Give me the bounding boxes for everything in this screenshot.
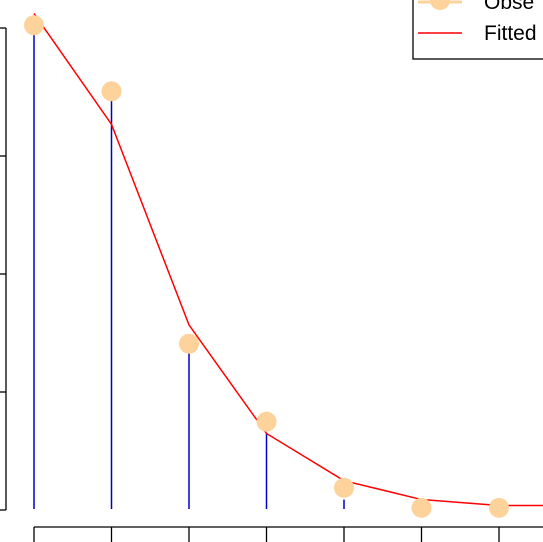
observed-point-5 <box>334 477 354 498</box>
legend-box <box>412 0 543 60</box>
axes <box>0 27 543 542</box>
legend-observed-marker <box>430 0 450 10</box>
observed-point-7 <box>489 497 509 518</box>
fitted-series <box>33 12 543 507</box>
observed-point-4 <box>256 411 277 432</box>
fitted-line <box>33 12 543 507</box>
legend-observed-label: Obse <box>484 0 534 14</box>
observed-point-6 <box>411 497 432 518</box>
legend: Obse Fitted <box>412 0 543 60</box>
observed-point-3 <box>179 333 199 354</box>
observed-point-1 <box>24 15 44 36</box>
x-axis-ticks <box>33 527 500 542</box>
legend-fitted-label: Fitted <box>484 22 537 45</box>
y-axis-ticks <box>0 27 6 511</box>
stem-lines <box>33 25 345 509</box>
observed-series <box>24 15 509 518</box>
observed-point-2 <box>101 81 122 102</box>
